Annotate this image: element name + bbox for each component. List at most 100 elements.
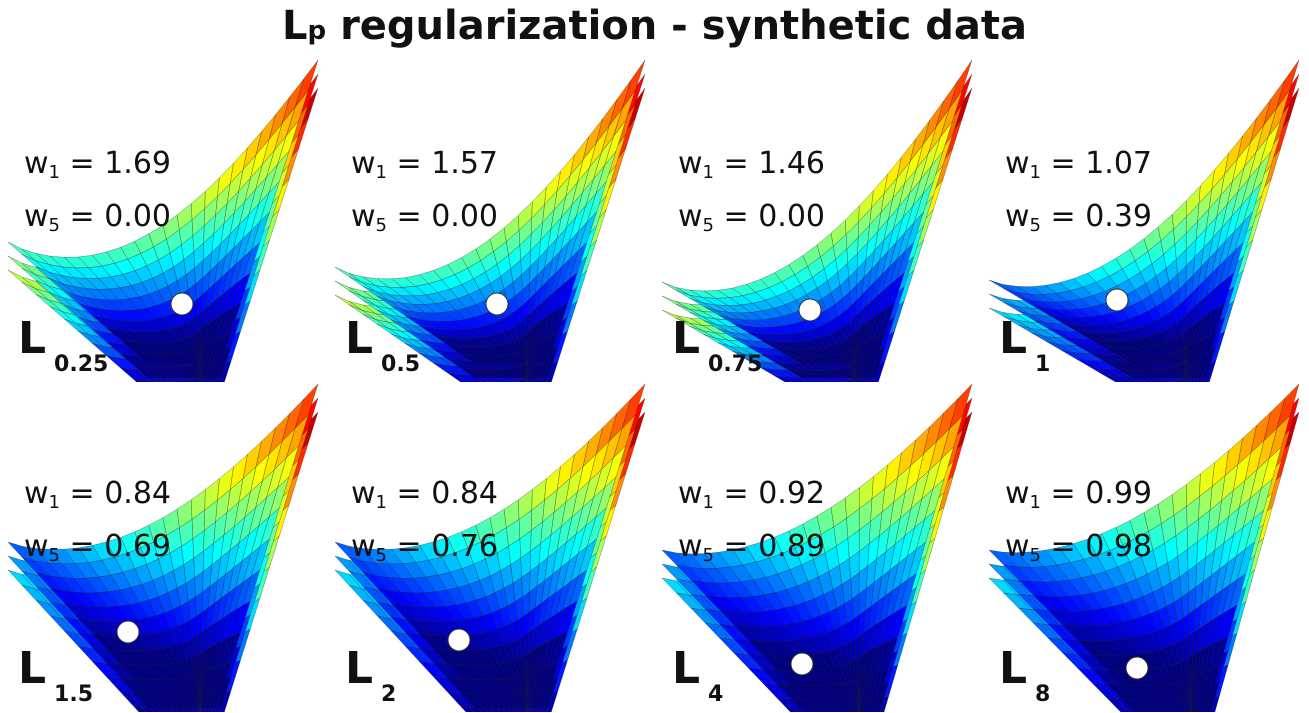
- surface-facet: [179, 380, 186, 382]
- loss-surface-plot: [988, 383, 1300, 712]
- w1-value: 1.07: [1085, 146, 1153, 181]
- w5-line: w5 = 0.00: [24, 195, 171, 248]
- surface-facet: [133, 379, 145, 382]
- optimum-marker: [447, 628, 471, 652]
- surface-facet: [1204, 361, 1216, 382]
- surface-facet: [163, 381, 171, 382]
- w1-symbol: w: [678, 146, 703, 181]
- norm-symbol: L: [345, 643, 374, 694]
- norm-label: L0.25: [18, 314, 108, 378]
- title-main: L: [282, 3, 308, 49]
- surface-facet: [543, 676, 559, 709]
- optimum-marker: [790, 652, 814, 676]
- surface-facet: [661, 281, 690, 296]
- w5-symbol: w: [678, 529, 703, 564]
- norm-label: L4: [672, 644, 723, 708]
- norm-label: L2: [345, 643, 396, 708]
- optimum-marker: [485, 292, 509, 316]
- equals-sign: =: [714, 476, 759, 511]
- surface-facet: [1120, 376, 1139, 382]
- norm-p-value: 0.5: [381, 352, 421, 377]
- w1-symbol: w: [24, 146, 49, 181]
- surface-facet: [334, 266, 363, 283]
- w5-line: w5 = 0.39: [1005, 195, 1152, 248]
- w1-symbol: w: [351, 146, 376, 181]
- surface-facet: [1112, 375, 1131, 382]
- w1-line: w1 = 0.92: [678, 472, 825, 525]
- w1-line: w1 = 1.57: [351, 142, 498, 195]
- surface-panel: w1 = 0.84 w5 = 0.76 L2: [327, 382, 654, 712]
- w5-value: 0.00: [431, 199, 499, 234]
- w5-subscript: 5: [1029, 215, 1041, 236]
- surface-facet: [156, 380, 165, 382]
- loss-surface-plot: [334, 59, 646, 382]
- w5-symbol: w: [351, 529, 376, 564]
- w1-subscript: 1: [702, 162, 714, 183]
- surface-facet: [196, 611, 203, 637]
- norm-p-value: 2: [381, 682, 397, 707]
- w5-line: w5 = 0.89: [678, 525, 825, 578]
- surface-facet: [463, 374, 483, 382]
- w5-line: w5 = 0.76: [351, 525, 498, 578]
- w1-value: 1.69: [104, 146, 172, 181]
- w1-line: w1 = 1.69: [24, 142, 171, 195]
- surface-facet: [848, 378, 852, 382]
- w1-subscript: 1: [375, 162, 387, 183]
- w1-symbol: w: [351, 476, 376, 511]
- surface-facet: [661, 295, 690, 310]
- surface-layer: [334, 59, 646, 365]
- norm-label: L1: [999, 313, 1050, 378]
- equals-sign: =: [60, 199, 105, 234]
- surface-facet: [773, 375, 793, 382]
- surface-facet: [543, 347, 559, 379]
- equals-sign: =: [1041, 146, 1086, 181]
- surface-panel: w1 = 1.46 w5 = 0.00 L0.75: [654, 52, 981, 382]
- surface-facet: [799, 699, 819, 712]
- surface-facet: [1121, 698, 1143, 712]
- loss-surface-plot: [661, 59, 973, 382]
- surface-panel: w1 = 0.84 w5 = 0.69 L1.5: [0, 382, 327, 712]
- weight-values: w1 = 0.84 w5 = 0.69: [24, 472, 171, 578]
- w5-value: 0.69: [104, 529, 172, 564]
- w1-line: w1 = 1.46: [678, 142, 825, 195]
- norm-p-value: 1.5: [54, 682, 94, 707]
- w5-subscript: 5: [375, 215, 387, 236]
- surface-facet: [216, 347, 232, 379]
- surface-facet: [870, 333, 886, 365]
- w5-symbol: w: [351, 199, 376, 234]
- equals-sign: =: [1041, 199, 1086, 234]
- surface-facet: [149, 380, 159, 382]
- surface-facet: [879, 696, 889, 712]
- surface-panel: w1 = 0.99 w5 = 0.98 L8: [981, 382, 1308, 712]
- surface-facet: [515, 380, 520, 382]
- surface-layer: [988, 59, 1300, 365]
- surface-facet: [790, 376, 807, 382]
- surface-facet: [1173, 380, 1178, 382]
- surface-facet: [845, 379, 850, 382]
- surface-facet: [870, 347, 886, 379]
- surface-layer: [334, 383, 646, 695]
- w5-subscript: 5: [48, 545, 60, 566]
- title-rest: regularization - synthetic data: [326, 3, 1027, 49]
- surface-facet: [546, 361, 559, 382]
- equals-sign: =: [714, 146, 759, 181]
- surface-facet: [1176, 379, 1182, 382]
- surface-facet: [216, 333, 232, 365]
- norm-p-value: 0.75: [708, 352, 763, 377]
- norm-p-value: 1: [1035, 352, 1051, 377]
- equals-sign: =: [387, 476, 432, 511]
- norm-label: L0.5: [345, 314, 420, 378]
- surface-facet: [790, 698, 812, 712]
- w1-value: 0.84: [431, 476, 499, 511]
- surface-facet: [219, 690, 232, 712]
- surface-panel: w1 = 0.92 w5 = 0.89 L4: [654, 382, 981, 712]
- surface-facet: [1106, 697, 1130, 712]
- norm-label: L0.75: [672, 314, 762, 378]
- surface-facet: [191, 377, 196, 382]
- equals-sign: =: [714, 199, 759, 234]
- w1-subscript: 1: [702, 492, 714, 513]
- surface-facet: [842, 380, 847, 382]
- norm-symbol: L: [999, 313, 1028, 364]
- w5-symbol: w: [24, 529, 49, 564]
- w5-value: 0.00: [758, 199, 826, 234]
